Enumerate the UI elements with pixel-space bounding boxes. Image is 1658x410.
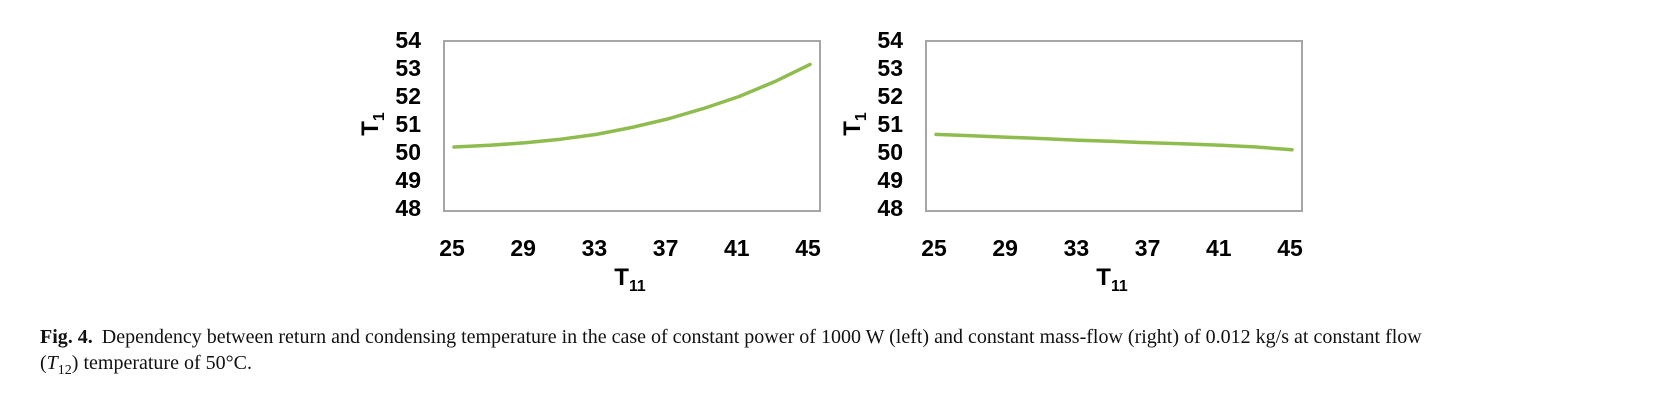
series-line bbox=[452, 62, 812, 149]
x-tick-label: 33 bbox=[581, 235, 608, 261]
y-tick-label: 52 bbox=[877, 83, 903, 109]
x-tick-label: 29 bbox=[510, 235, 536, 261]
y-tick-label: 51 bbox=[395, 111, 421, 137]
y-tick-label: 54 bbox=[395, 27, 421, 53]
x-tick-label: 37 bbox=[652, 235, 679, 261]
x-tick-label: 45 bbox=[795, 235, 821, 261]
y-tick-label: 53 bbox=[395, 55, 421, 81]
figure-label: Fig. 4. bbox=[40, 326, 93, 348]
x-axis-symbol: T bbox=[614, 264, 629, 291]
y-tick-label: 49 bbox=[877, 167, 903, 193]
x-tick-label: 37 bbox=[1134, 235, 1161, 261]
x-tick-label: 41 bbox=[1206, 235, 1232, 261]
x-axis-tick-labels: 25 29 33 37 41 45 bbox=[439, 234, 821, 266]
y-axis-tick-labels: 54 53 52 51 50 49 48 bbox=[330, 0, 421, 240]
series-svg bbox=[452, 62, 812, 149]
x-axis-tick-labels: 25 29 33 37 41 45 bbox=[921, 234, 1303, 266]
caption-line1: Dependency between return and condensing… bbox=[101, 326, 1422, 348]
x-tick-label: 25 bbox=[921, 235, 947, 261]
y-tick-label: 54 bbox=[877, 27, 903, 53]
caption-line2: (T12) temperature of 50°C. bbox=[40, 352, 252, 378]
y-axis-tick-labels: 54 53 52 51 50 49 48 bbox=[812, 0, 903, 240]
plot-area bbox=[925, 40, 1303, 212]
t12-subscript: 12 bbox=[57, 363, 72, 378]
y-tick-label: 49 bbox=[395, 167, 421, 193]
x-axis-title: T11 bbox=[443, 264, 817, 295]
x-tick-label: 45 bbox=[1277, 235, 1303, 261]
y-tick-label: 52 bbox=[395, 83, 421, 109]
x-axis-subscript: 11 bbox=[628, 277, 646, 295]
y-tick-label: 50 bbox=[877, 139, 903, 165]
x-tick-label: 33 bbox=[1063, 235, 1090, 261]
y-tick-label: 48 bbox=[877, 195, 903, 221]
x-axis-symbol: T bbox=[1096, 264, 1111, 291]
figure-caption: Fig. 4. Dependency between return and con… bbox=[40, 324, 1640, 378]
chart-constant-power: T1 54 53 52 51 50 49 48 25 29 33 37 41 45 T11 bbox=[330, 0, 850, 300]
x-tick-label: 29 bbox=[992, 235, 1018, 261]
y-tick-label: 50 bbox=[395, 139, 421, 165]
x-tick-label: 25 bbox=[439, 235, 465, 261]
t12-symbol: T bbox=[46, 352, 58, 374]
y-tick-label: 48 bbox=[395, 195, 421, 221]
y-tick-label: 51 bbox=[877, 111, 903, 137]
plot-area bbox=[443, 40, 821, 212]
series-svg bbox=[934, 132, 1294, 152]
y-tick-label: 53 bbox=[877, 55, 903, 81]
x-tick-label: 41 bbox=[724, 235, 750, 261]
series-line bbox=[934, 132, 1294, 152]
x-axis-subscript: 11 bbox=[1110, 277, 1128, 295]
x-axis-title: T11 bbox=[925, 264, 1299, 295]
chart-constant-massflow: T1 54 53 52 51 50 49 48 25 29 33 37 41 45 T11 bbox=[812, 0, 1332, 300]
